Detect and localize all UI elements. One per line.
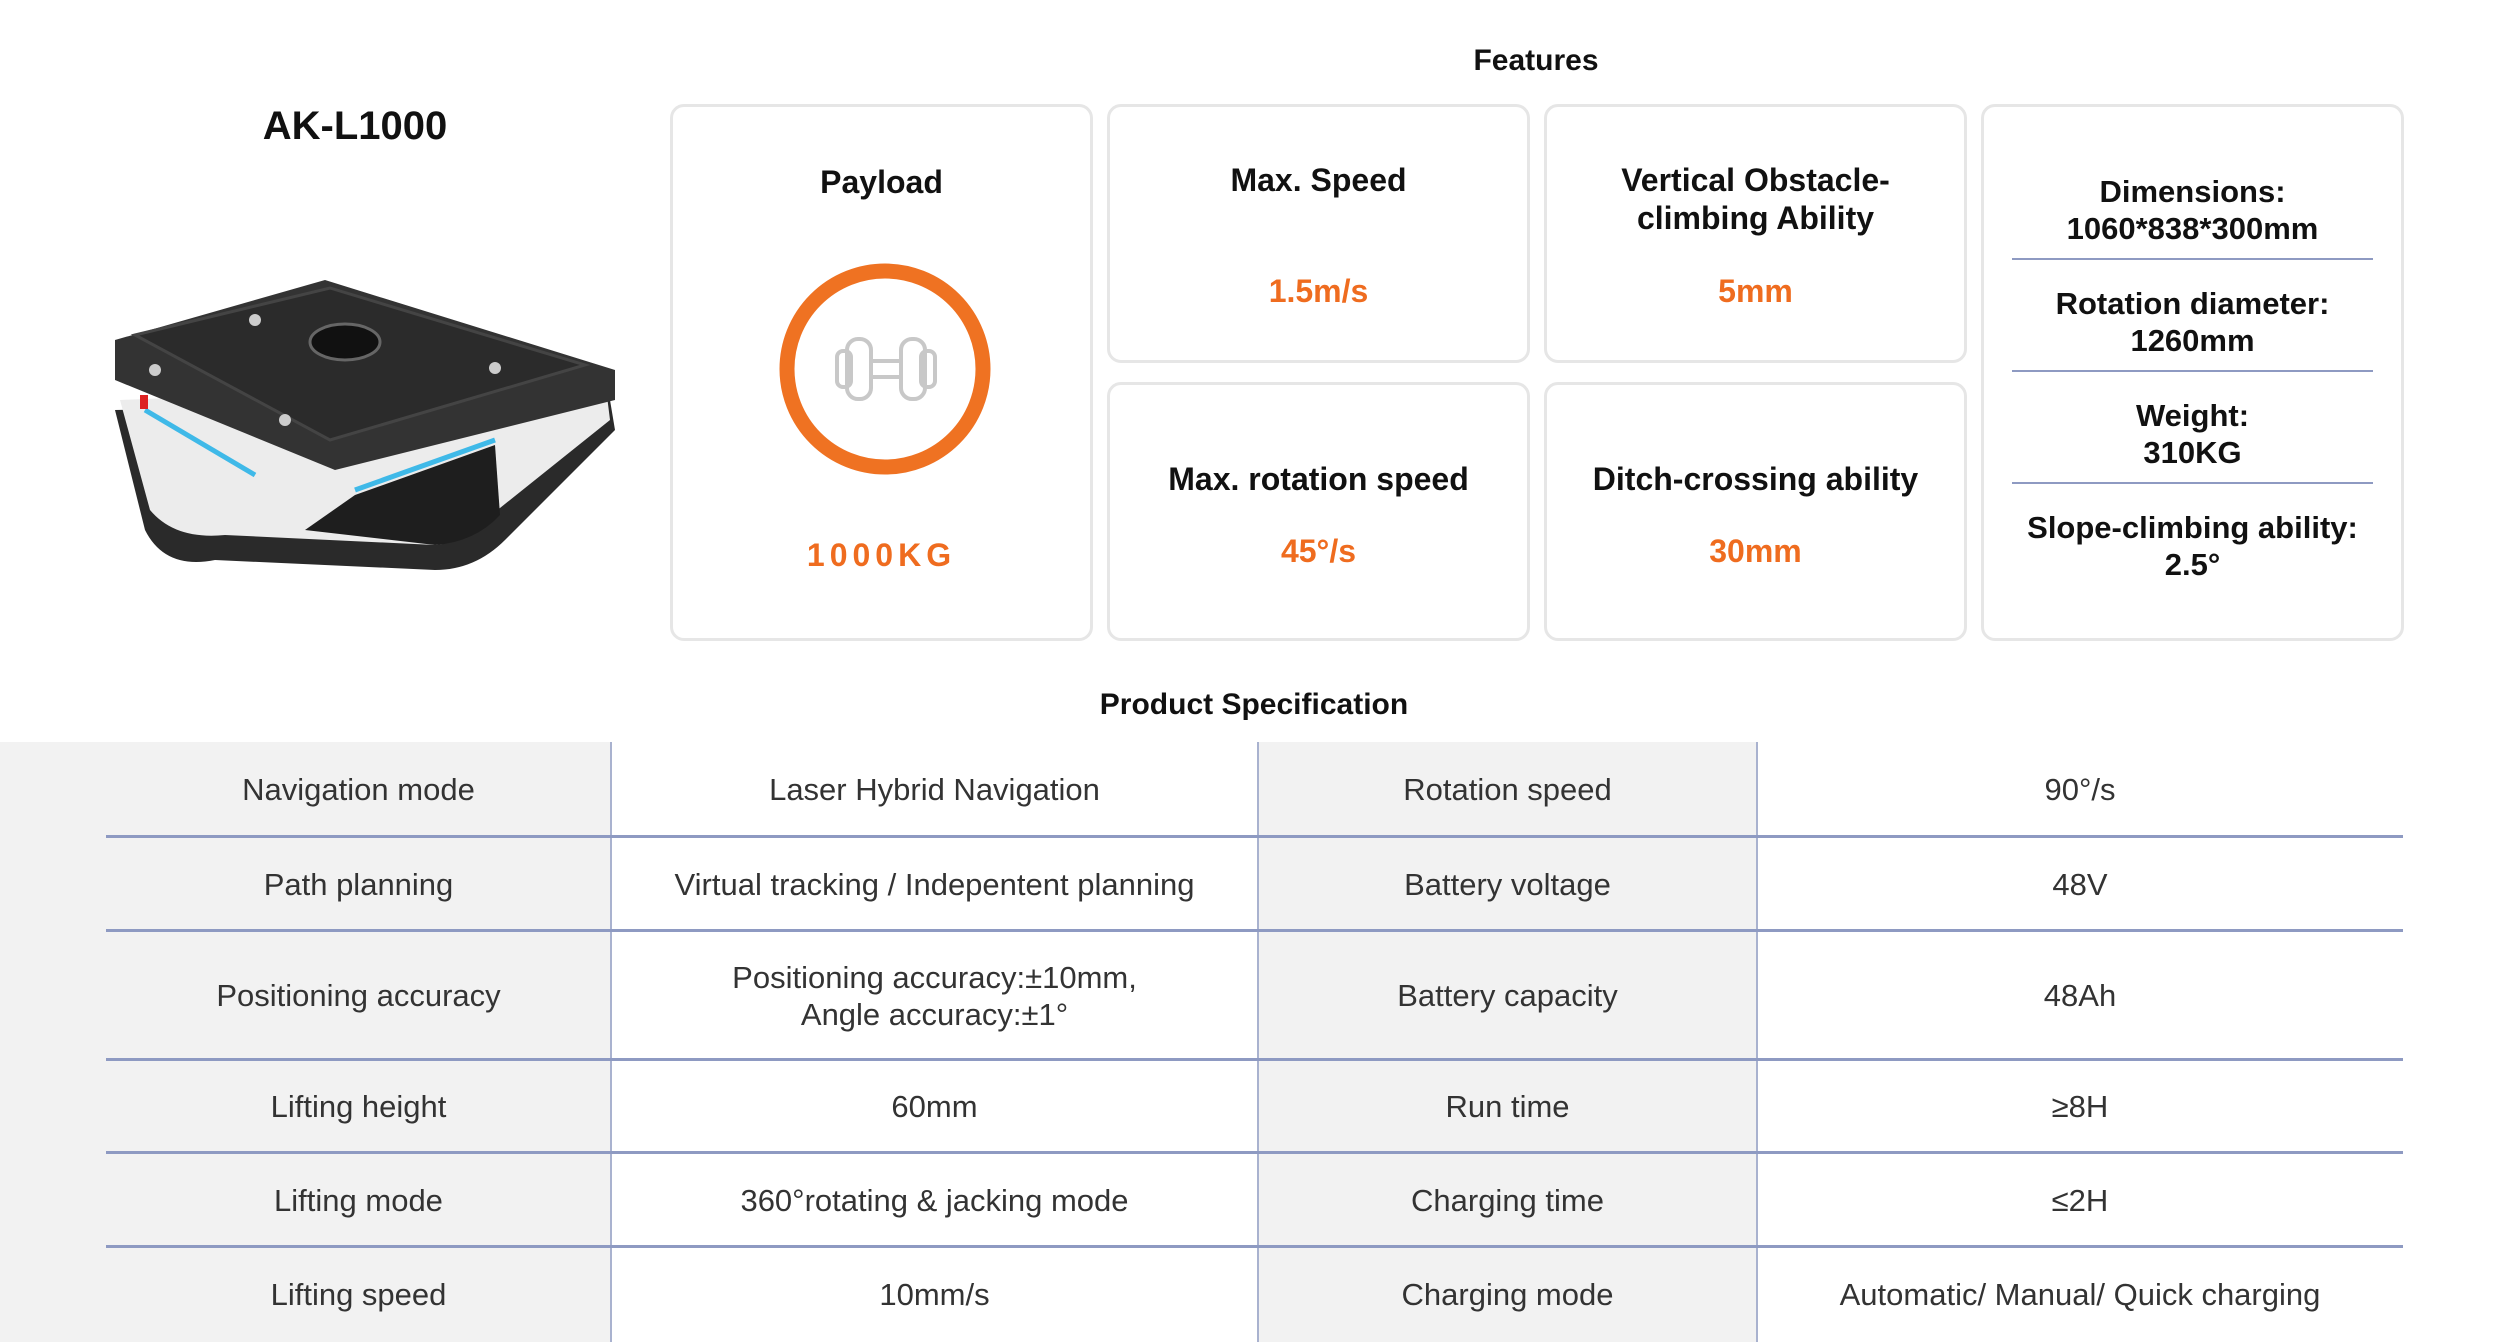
- payload-value: 1000KG: [806, 537, 957, 573]
- spec-value: 48Ah: [2043, 978, 2117, 1013]
- spec-label: Charging time: [1411, 1182, 1604, 1218]
- label-column-bg: [0, 742, 611, 1342]
- row-divider: [106, 1151, 2403, 1154]
- ditch-value: 30mm: [1709, 533, 1802, 569]
- dimensions-value: 1060*838*300mm: [2066, 211, 2319, 246]
- row-divider: [106, 1245, 2403, 1248]
- spec-value: 360°rotating & jacking mode: [740, 1182, 1129, 1218]
- divider: [2012, 258, 2373, 260]
- specification-heading: Product Specification: [1099, 688, 1409, 721]
- spec-label: Path planning: [263, 866, 454, 902]
- dumbbell-icon: [779, 263, 991, 475]
- spec-value: ≤2H: [2051, 1182, 2109, 1218]
- spec-label: Navigation mode: [242, 772, 475, 807]
- spec-value: 48V: [2052, 866, 2108, 902]
- rotation-speed-value: 45°/s: [1280, 533, 1357, 569]
- column-divider: [610, 742, 612, 1342]
- divider: [2012, 370, 2373, 372]
- obstacle-label-line1: Vertical Obstacle-: [1621, 162, 1890, 198]
- spec-label: Battery capacity: [1397, 978, 1618, 1013]
- rotation-diameter-label: Rotation diameter:: [2055, 286, 2330, 321]
- spec-label: Run time: [1445, 1089, 1570, 1124]
- spec-label: Lifting speed: [270, 1277, 447, 1312]
- spec-label: Lifting height: [270, 1089, 447, 1124]
- rotation-diameter-value: 1260mm: [2130, 323, 2255, 358]
- ditch-card: Ditch-crossing ability 30mm: [1544, 382, 1967, 641]
- max-speed-value: 1.5m/s: [1268, 273, 1369, 309]
- slope-value: 2.5°: [2164, 547, 2221, 582]
- spec-label: Rotation speed: [1403, 772, 1612, 807]
- max-speed-label: Max. Speed: [1230, 162, 1407, 198]
- ditch-label: Ditch-crossing ability: [1592, 461, 1919, 497]
- payload-label: Payload: [820, 164, 943, 200]
- spec-value: Virtual tracking / Indepentent planning: [674, 866, 1195, 902]
- spec-value: Automatic/ Manual/ Quick charging: [1839, 1277, 2321, 1312]
- product-model-title: AK-L1000: [262, 104, 448, 148]
- dimensions-label: Dimensions:: [2099, 174, 2286, 209]
- divider: [2012, 482, 2373, 484]
- spec-label: Positioning accuracy: [216, 978, 501, 1013]
- spec-value: Laser Hybrid Navigation: [769, 772, 1100, 807]
- rotation-speed-label: Max. rotation speed: [1168, 461, 1469, 497]
- spec-label: Charging mode: [1401, 1277, 1614, 1312]
- row-divider: [106, 1058, 2403, 1061]
- spec-value: ≥8H: [2051, 1089, 2109, 1124]
- row-divider: [106, 835, 2403, 838]
- spec-value: 10mm/s: [879, 1277, 990, 1312]
- max-speed-card: Max. Speed 1.5m/s: [1107, 104, 1530, 363]
- specs-card: Dimensions: 1060*838*300mm Rotation diam…: [1981, 104, 2404, 641]
- spec-label: Lifting mode: [274, 1182, 443, 1218]
- spec-value: 90°/s: [2044, 772, 2116, 807]
- column-divider: [1257, 742, 1259, 1342]
- rotation-speed-card: Max. rotation speed 45°/s: [1107, 382, 1530, 641]
- spec-value: 60mm: [891, 1089, 978, 1124]
- payload-card: Payload 1000KG: [670, 104, 1093, 641]
- robot-product-image: [115, 280, 615, 570]
- weight-label: Weight:: [2135, 398, 2250, 433]
- spec-label: Battery voltage: [1404, 866, 1611, 902]
- row-divider: [106, 929, 2403, 932]
- weight-value: 310KG: [2143, 435, 2242, 470]
- label-column-bg: [1258, 742, 1757, 1342]
- obstacle-label-line2: climbing Ability: [1636, 200, 1875, 236]
- column-divider: [1756, 742, 1758, 1342]
- obstacle-value: 5mm: [1718, 273, 1793, 309]
- slope-label: Slope-climbing ability:: [2027, 510, 2358, 545]
- features-heading: Features: [1473, 44, 1599, 77]
- spec-value: Positioning accuracy:±10mm, Angle accura…: [732, 959, 1137, 1032]
- obstacle-card: Vertical Obstacle- climbing Ability 5mm: [1544, 104, 1967, 363]
